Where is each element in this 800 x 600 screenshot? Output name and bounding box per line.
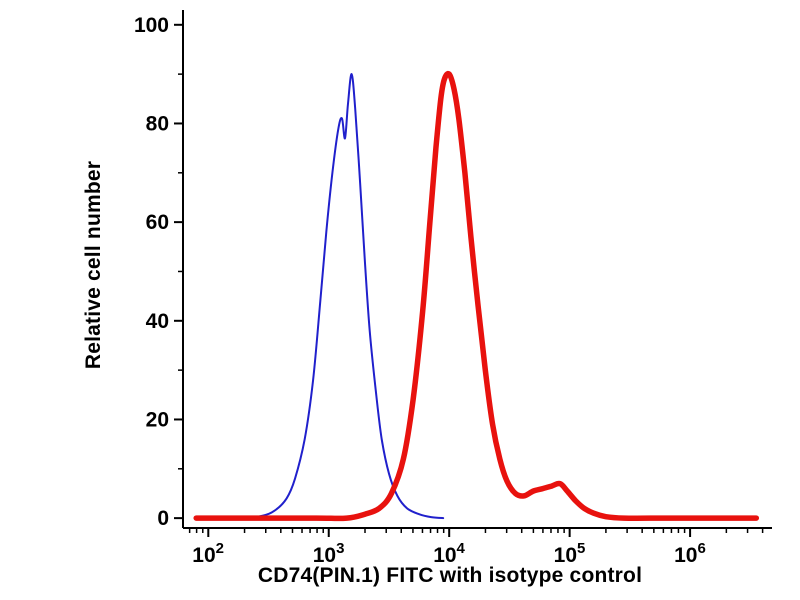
- x-tick-label: 103: [313, 540, 345, 567]
- x-axis-label: CD74(PIN.1) FITC with isotype control: [257, 564, 643, 587]
- y-tick-label: 60: [146, 211, 169, 234]
- y-tick-label: 40: [146, 310, 169, 333]
- series-curve-1: [193, 70, 760, 522]
- y-tick-label: 80: [146, 112, 169, 135]
- x-tick-label: 102: [192, 540, 224, 567]
- x-tick-label: 106: [674, 540, 706, 567]
- y-tick-label: 20: [146, 408, 169, 431]
- x-tick-label: 104: [433, 540, 465, 567]
- y-tick-label: 100: [134, 14, 169, 37]
- series-curve-0: [195, 73, 445, 520]
- y-axis-label: Relative cell number: [82, 160, 105, 370]
- y-tick-label: 0: [157, 507, 169, 530]
- x-tick-label: 105: [554, 540, 586, 567]
